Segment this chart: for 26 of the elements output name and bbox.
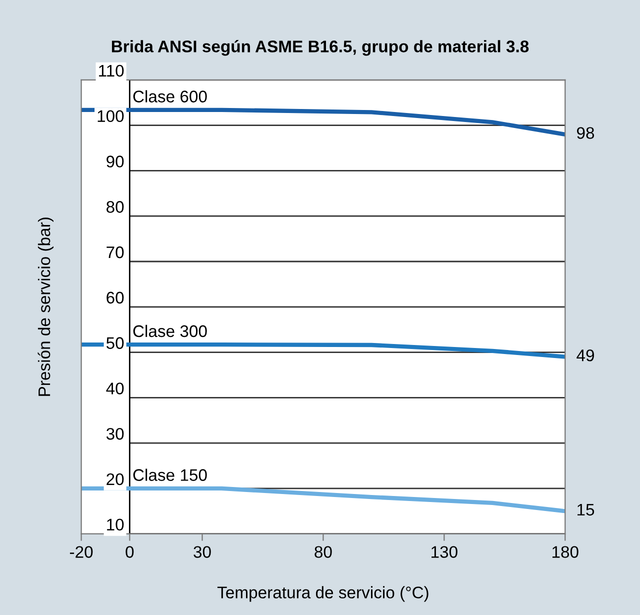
x-tick-label: -20 bbox=[70, 546, 93, 558]
x-tick-label: 0 bbox=[126, 546, 134, 558]
y-tick-label: 10 bbox=[107, 518, 124, 531]
data-label: 15 bbox=[578, 504, 594, 516]
y-tick-label: 40 bbox=[106, 382, 124, 394]
y-tick-label: 110 bbox=[99, 64, 124, 77]
y-axis-title: Presión de servicio (bar) bbox=[38, 218, 54, 396]
y-tick-label: 100 bbox=[98, 110, 124, 122]
x-tick-label: 30 bbox=[194, 546, 211, 558]
series-label: Clase 300 bbox=[133, 324, 207, 338]
chart-title: Brida ANSI según ASME B16.5, grupo de material 3.8 bbox=[112, 40, 529, 56]
series-label: Clase 150 bbox=[133, 468, 207, 481]
y-tick-label: 20 bbox=[106, 473, 124, 486]
y-tick-label: 50 bbox=[106, 337, 124, 349]
x-axis-title: Temperatura de servicio (°C) bbox=[217, 586, 428, 602]
series-label: Clase 600 bbox=[133, 90, 207, 102]
y-tick-label: 30 bbox=[106, 428, 124, 440]
x-tick-label: 80 bbox=[314, 546, 332, 558]
x-tick-label: 180 bbox=[552, 546, 578, 558]
y-tick-label: 80 bbox=[106, 201, 124, 213]
y-tick-label: 70 bbox=[106, 246, 124, 258]
data-label: 49 bbox=[576, 349, 594, 362]
data-label: 98 bbox=[577, 127, 594, 139]
y-tick-label: 90 bbox=[106, 156, 124, 168]
y-tick-label: 60 bbox=[106, 292, 124, 304]
x-tick-label: 130 bbox=[432, 546, 458, 558]
